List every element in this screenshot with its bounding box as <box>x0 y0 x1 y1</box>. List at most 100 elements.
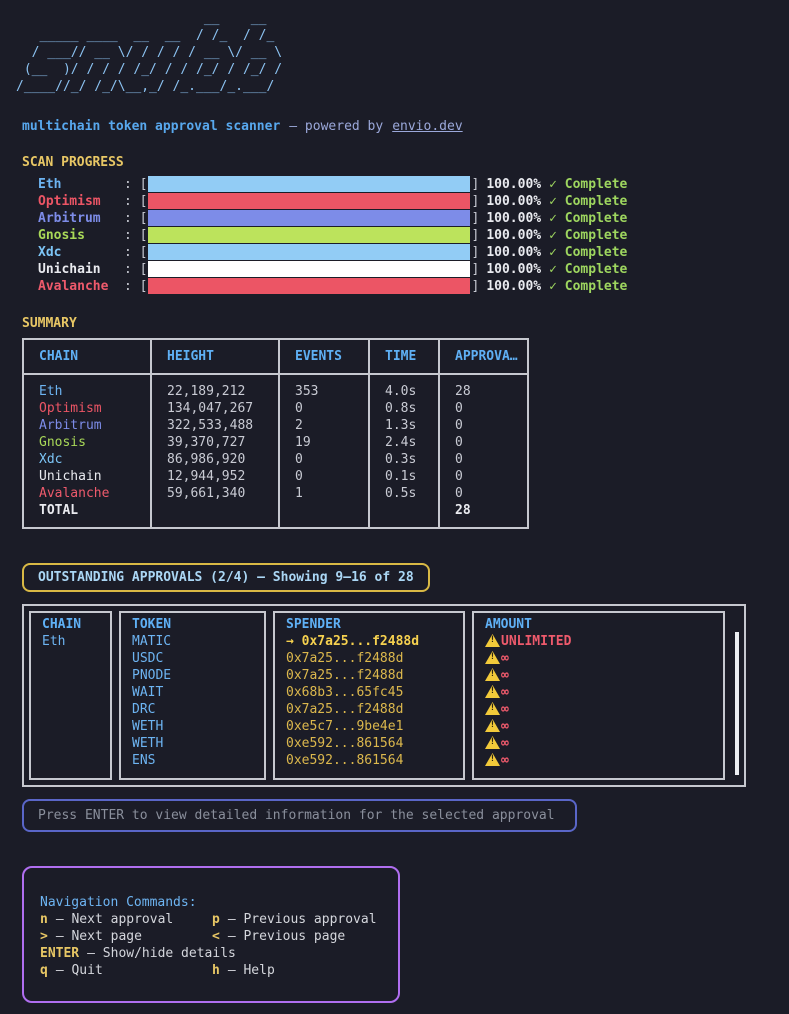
cell-height <box>150 502 279 528</box>
bar-open-bracket: : [ <box>124 279 148 294</box>
warning-icon <box>485 719 500 732</box>
approval-row-token[interactable]: MATIC <box>132 634 172 649</box>
warning-icon <box>485 736 500 749</box>
amount-value: ∞ <box>501 668 509 683</box>
progress-row: Optimism: [] 100.00% ✓ Complete <box>22 193 789 210</box>
cell-chain: Gnosis <box>39 435 86 450</box>
cell-approvals: 0 <box>438 400 528 417</box>
warning-icon <box>485 702 500 715</box>
cell-events <box>278 502 369 528</box>
approval-row-spender[interactable]: 0x7a25...f2488d <box>286 651 404 666</box>
progress-row: Unichain: [] 100.00% ✓ Complete <box>22 261 789 278</box>
progress-status: ✓ Complete <box>549 177 628 192</box>
approval-row-spender[interactable]: 0xe592...861564 <box>286 736 404 751</box>
approval-row-token[interactable]: DRC <box>132 702 156 717</box>
key-n: n <box>40 912 48 927</box>
bar-open-bracket: : [ <box>124 245 148 260</box>
chain-label: Optimism <box>38 194 101 209</box>
col-header-time: TIME <box>368 339 439 375</box>
logo-line: __ __ <box>16 11 275 26</box>
progress-percent: 100.00% <box>486 279 542 294</box>
cell-time: 0.3s <box>368 451 439 468</box>
amount-value: UNLIMITED <box>501 634 572 649</box>
approval-row-token[interactable]: USDC <box>132 651 164 666</box>
amount-value: ∞ <box>501 753 509 768</box>
bar-close-bracket: ] <box>471 177 480 192</box>
cell-height: 322,533,488 <box>150 417 279 434</box>
warning-icon <box>485 634 500 647</box>
approval-row-spender[interactable]: 0xe5c7...9be4e1 <box>286 719 404 734</box>
approvals-col-header-token: TOKEN <box>132 617 172 632</box>
app-subtitle: multichain token approval scanner — power… <box>22 119 789 134</box>
approval-row-spender[interactable]: 0xe592...861564 <box>286 753 404 768</box>
progress-row: Arbitrum: [] 100.00% ✓ Complete <box>22 210 789 227</box>
key-enter: ENTER <box>40 946 80 961</box>
bar-close-bracket: ] <box>471 262 480 277</box>
approvals-col-header-chain: CHAIN <box>42 617 82 632</box>
progress-row: Eth: [] 100.00% ✓ Complete <box>22 176 789 193</box>
approval-row-amount[interactable]: ∞ <box>485 684 712 701</box>
approval-row-amount[interactable]: ∞ <box>485 718 712 735</box>
progress-bar <box>148 176 471 192</box>
warning-icon <box>485 753 500 766</box>
approvals-spender-column: SPENDER → 0x7a25...f2488d 0x7a25...f2488… <box>273 611 465 780</box>
progress-status: ✓ Complete <box>549 211 628 226</box>
cell-time: 2.4s <box>368 434 439 451</box>
cell-time: 0.1s <box>368 468 439 485</box>
approval-row-amount[interactable]: ∞ <box>485 667 712 684</box>
nav-item-next-page: > — Next page <box>40 928 212 945</box>
summary-heading: SUMMARY <box>22 316 77 331</box>
chain-label: Arbitrum <box>38 211 101 226</box>
bar-close-bracket: ] <box>471 194 480 209</box>
approvals-scrollbar[interactable] <box>735 632 739 775</box>
table-row: Gnosis 39,370,727 19 2.4s 0 <box>23 434 528 451</box>
approval-row-token[interactable]: WETH <box>132 719 164 734</box>
cell-time: 0.8s <box>368 400 439 417</box>
amount-value: ∞ <box>501 651 509 666</box>
approvals-col-header-amount: AMOUNT <box>485 617 532 632</box>
approval-row-token[interactable]: ENS <box>132 753 156 768</box>
cell-chain: Arbitrum <box>39 418 102 433</box>
approval-row-amount[interactable]: UNLIMITED <box>485 633 712 650</box>
cell-height: 59,661,340 <box>150 485 279 502</box>
approval-row-token[interactable]: WAIT <box>132 685 164 700</box>
approval-row-amount[interactable]: ∞ <box>485 650 712 667</box>
col-header-chain: CHAIN <box>23 339 151 375</box>
progress-bar <box>148 278 471 294</box>
bar-open-bracket: : [ <box>124 194 148 209</box>
chain-label: Avalanche <box>38 279 109 294</box>
envio-link[interactable]: envio.dev <box>392 119 463 134</box>
nav-item-label: — Next page <box>55 929 142 944</box>
approval-row-amount[interactable]: ∞ <box>485 735 712 752</box>
warning-icon <box>485 651 500 664</box>
amount-value: ∞ <box>501 736 509 751</box>
nav-item-label: — Previous approval <box>227 912 377 927</box>
progress-bar <box>148 210 471 226</box>
approval-row-amount[interactable]: ∞ <box>485 701 712 718</box>
summary-header-row: CHAIN HEIGHT EVENTS TIME APPROVA… <box>23 339 528 375</box>
cell-approvals: 0 <box>438 434 528 451</box>
app-logo: __ __ _____ ____ __ __ / /_ / /_ / ___//… <box>16 10 789 95</box>
powered-by-text: — powered by <box>289 119 384 134</box>
cell-chain: TOTAL <box>39 503 79 518</box>
table-row: Xdc 86,986,920 0 0.3s 0 <box>23 451 528 468</box>
approvals-col-header-spender: SPENDER <box>286 617 341 632</box>
approval-row-spender-selected[interactable]: → 0x7a25...f2488d <box>286 634 420 649</box>
approval-row-spender[interactable]: 0x68b3...65fc45 <box>286 685 404 700</box>
approval-row-amount[interactable]: ∞ <box>485 752 712 769</box>
chain-label: Unichain <box>38 262 101 277</box>
progress-row: Xdc: [] 100.00% ✓ Complete <box>22 244 789 261</box>
nav-item-details: ENTER — Show/hide details <box>40 946 236 961</box>
nav-item-label: — Help <box>227 963 275 978</box>
approval-row-token[interactable]: WETH <box>132 736 164 751</box>
col-header-approvals: APPROVA… <box>438 339 528 375</box>
cell-height: 12,944,952 <box>150 468 279 485</box>
cell-time <box>368 502 439 528</box>
progress-status: ✓ Complete <box>549 279 628 294</box>
approval-row-token[interactable]: PNODE <box>132 668 172 683</box>
approval-row-spender[interactable]: 0x7a25...f2488d <box>286 702 404 717</box>
nav-line: q — Quit h — Help <box>40 962 398 979</box>
cell-events: 0 <box>278 451 369 468</box>
approval-row-spender[interactable]: 0x7a25...f2488d <box>286 668 404 683</box>
key-gt: > <box>40 929 48 944</box>
